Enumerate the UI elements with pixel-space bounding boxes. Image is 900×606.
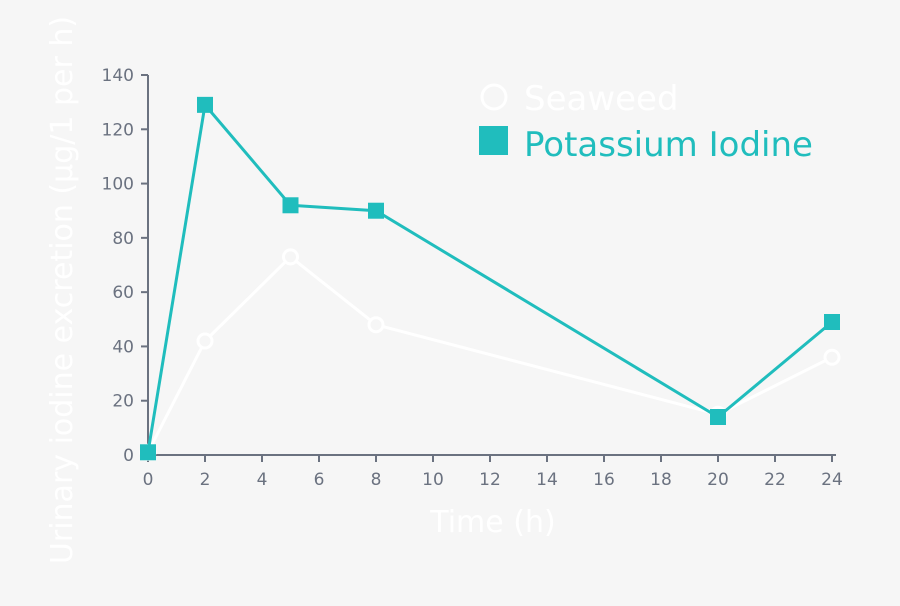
data-point-seaweed — [196, 332, 214, 350]
data-point-seaweed — [282, 248, 299, 266]
x-tick-label: 14 — [536, 470, 558, 490]
data-point-seaweed — [823, 348, 841, 366]
legend: Seaweed Potassium Iodine — [479, 79, 813, 165]
legend-marker-potassium-iodine — [479, 126, 508, 155]
data-point-potassium-iodine — [824, 314, 840, 330]
x-tick-label: 16 — [593, 470, 615, 490]
x-tick-label: 10 — [422, 470, 444, 490]
legend-item-potassium-iodine: Potassium Iodine — [479, 125, 813, 165]
data-point-potassium-iodine — [710, 409, 726, 425]
x-tick-label: 6 — [314, 470, 325, 490]
x-tick-label: 8 — [371, 470, 382, 490]
x-tick-label: 2 — [200, 470, 211, 490]
y-tick-label: 20 — [112, 392, 134, 412]
x-tick-label: 0 — [143, 470, 154, 490]
y-axis-title: Urinary iodine excretion (µg/1 per h) — [45, 16, 80, 564]
series-layer — [139, 96, 841, 461]
y-tick-label: 0 — [123, 446, 134, 466]
data-point-potassium-iodine — [140, 444, 156, 461]
y-tick-label: 40 — [112, 337, 134, 357]
legend-marker-seaweed — [480, 83, 508, 111]
x-tick-label: 22 — [764, 470, 786, 490]
x-tick-label: 18 — [650, 470, 672, 490]
legend-label-seaweed: Seaweed — [524, 79, 679, 119]
x-tick-label: 12 — [479, 470, 501, 490]
x-axis-ticks: 0 2 4 6 8 10 12 14 16 18 20 22 24 — [143, 455, 843, 490]
legend-item-seaweed: Seaweed — [480, 79, 679, 119]
data-point-potassium-iodine — [282, 197, 299, 214]
data-point-potassium-iodine — [197, 96, 213, 113]
x-tick-label: 20 — [707, 470, 729, 490]
data-point-potassium-iodine — [368, 202, 384, 219]
y-axis-ticks: 0 20 40 60 80 100 120 140 — [102, 66, 148, 466]
y-tick-label: 60 — [112, 283, 134, 303]
y-tick-label: 80 — [112, 229, 134, 249]
x-tick-label: 24 — [821, 470, 843, 490]
x-tick-label: 4 — [257, 470, 268, 490]
series-line-seaweed — [146, 255, 833, 453]
y-tick-label: 100 — [102, 175, 134, 195]
data-point-seaweed — [367, 316, 385, 334]
series-line-potassium-iodine — [146, 103, 833, 453]
x-axis-title: Time (h) — [429, 505, 555, 540]
y-tick-label: 140 — [102, 66, 134, 86]
y-tick-label: 120 — [102, 120, 134, 140]
legend-label-potassium-iodine: Potassium Iodine — [524, 125, 813, 165]
series-potassium-iodine — [140, 96, 840, 461]
